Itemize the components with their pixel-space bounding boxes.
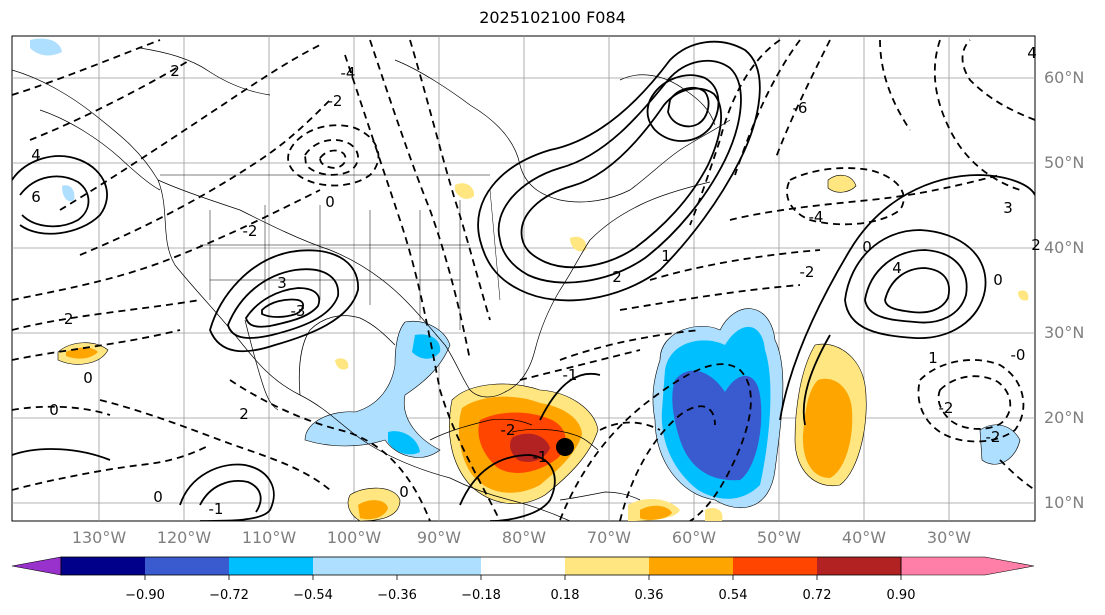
contour-label: 1 (928, 349, 938, 367)
lon-label: 130°W (71, 528, 127, 547)
negative-anomaly-region (979, 424, 1021, 465)
positive-anomaly-region (827, 174, 857, 193)
positive-anomaly-region (570, 236, 587, 252)
lat-label: 10°N (1044, 493, 1085, 512)
state-borders (160, 174, 501, 330)
contour-label: -3 (291, 302, 306, 320)
lat-label: 20°N (1044, 408, 1085, 427)
positive-anomaly-region (455, 183, 475, 199)
lat-label: 60°N (1044, 68, 1085, 87)
colorbar-tick-label: −0.90 (125, 588, 165, 603)
contour-label: 0 (862, 238, 872, 256)
colorbar-tick-label: −0.18 (461, 588, 501, 603)
lon-label: 120°W (156, 528, 212, 547)
contour-label: -4 (809, 208, 824, 226)
storm-position-marker (556, 438, 574, 456)
contour-label: 0 (399, 483, 409, 501)
lon-label: 110°W (241, 528, 297, 547)
contour-label: 1 (661, 247, 671, 265)
colorbar-swatch (229, 557, 313, 575)
positive-anomaly-region (335, 358, 349, 370)
contour-label: 2 (612, 268, 622, 286)
contour-label: 2 (239, 405, 249, 423)
lon-label: 40°W (841, 528, 887, 547)
contour-label: -1 (563, 366, 578, 384)
contour-label: 0 (993, 271, 1003, 289)
lon-label: 90°W (416, 528, 462, 547)
lat-label: 50°N (1044, 153, 1085, 172)
contour-label: 6 (31, 188, 41, 206)
colorbar-tick-label: 0.18 (550, 588, 580, 603)
positive-anomaly-region (640, 505, 672, 520)
colorbar-swatch (313, 557, 397, 575)
positive-anomaly-region (358, 500, 388, 520)
colorbar-swatch (649, 557, 733, 575)
colorbar-extend-low (11, 556, 62, 576)
colorbar-tick-label: −0.54 (293, 588, 333, 603)
colorbar-swatch (397, 557, 481, 575)
negative-anomaly-region (62, 185, 75, 202)
positive-anomaly-region (802, 378, 853, 478)
colorbar-tick-label: −0.72 (209, 588, 249, 603)
lon-label: 60°W (671, 528, 717, 547)
contour-label: -2 (986, 428, 1001, 446)
colorbar-tick-label: 0.90 (886, 588, 916, 603)
coastlines (12, 47, 731, 521)
contour-label: 3 (1003, 199, 1013, 217)
colorbar-tick-label: −0.36 (377, 588, 417, 603)
colorbar-swatch (61, 557, 145, 575)
contour-label: 0 (83, 369, 93, 387)
colorbar-tick-label: 0.54 (718, 588, 748, 603)
lon-label: 80°W (501, 528, 547, 547)
contour-label: 2 (170, 62, 180, 80)
lon-label: 50°W (756, 528, 802, 547)
contour-label: -2 (59, 310, 74, 328)
contour-label: -6 (793, 99, 808, 117)
negative-anomaly-region (412, 334, 441, 359)
colorbar-extend-high (900, 556, 1035, 576)
contour-label: 0 (49, 401, 59, 419)
contour-label: -0 (1011, 346, 1026, 364)
colorbar-tick-label: 0.72 (802, 588, 832, 603)
colorbar-swatch (817, 557, 901, 575)
positive-anomaly-region (1018, 290, 1029, 301)
contour-label: 4 (1027, 44, 1037, 62)
lat-label: 30°N (1044, 323, 1085, 342)
colorbar-swatch (565, 557, 649, 575)
contour-label: 3 (277, 274, 287, 292)
negative-anomaly-region (30, 38, 62, 56)
contours-positive (12, 40, 1035, 521)
contour-label: -2 (243, 222, 258, 240)
contour-label: 0 (325, 193, 335, 211)
lon-label: 30°W (926, 528, 972, 547)
negative-anomaly-region (672, 370, 762, 481)
contour-label: -1 (533, 448, 548, 466)
contour-label: 4 (31, 146, 41, 164)
colorbar-swatch (145, 557, 229, 575)
lat-label: 40°N (1044, 238, 1085, 257)
graticule (12, 36, 1035, 521)
lon-label: 70°W (586, 528, 632, 547)
colorbar (11, 556, 1035, 580)
contour-label: -1 (209, 500, 224, 518)
lon-label: 100°W (326, 528, 382, 547)
colorbar-swatch (481, 557, 565, 575)
contours-negative (12, 39, 1035, 521)
colorbar-swatch (733, 557, 817, 575)
contour-label: -2 (800, 263, 815, 281)
contour-label: -4 (341, 64, 356, 82)
contour-label: 4 (892, 259, 902, 277)
negative-anomaly-region (388, 431, 420, 455)
contour-label: -2 (501, 421, 516, 439)
positive-anomaly-region (705, 508, 723, 521)
colorbar-tick-label: 0.36 (634, 588, 664, 603)
map-title: 2025102100 F084 (479, 8, 626, 27)
contour-label: 2 (1031, 236, 1041, 254)
contour-labels: 4 2 -4 -2 0 -6 6 -4 0 3 -3 4 -2 2 1 -2 2… (31, 44, 1041, 518)
contour-label: -2 (939, 399, 954, 417)
contour-label: 0 (153, 488, 163, 506)
contour-label: -2 (328, 92, 343, 110)
